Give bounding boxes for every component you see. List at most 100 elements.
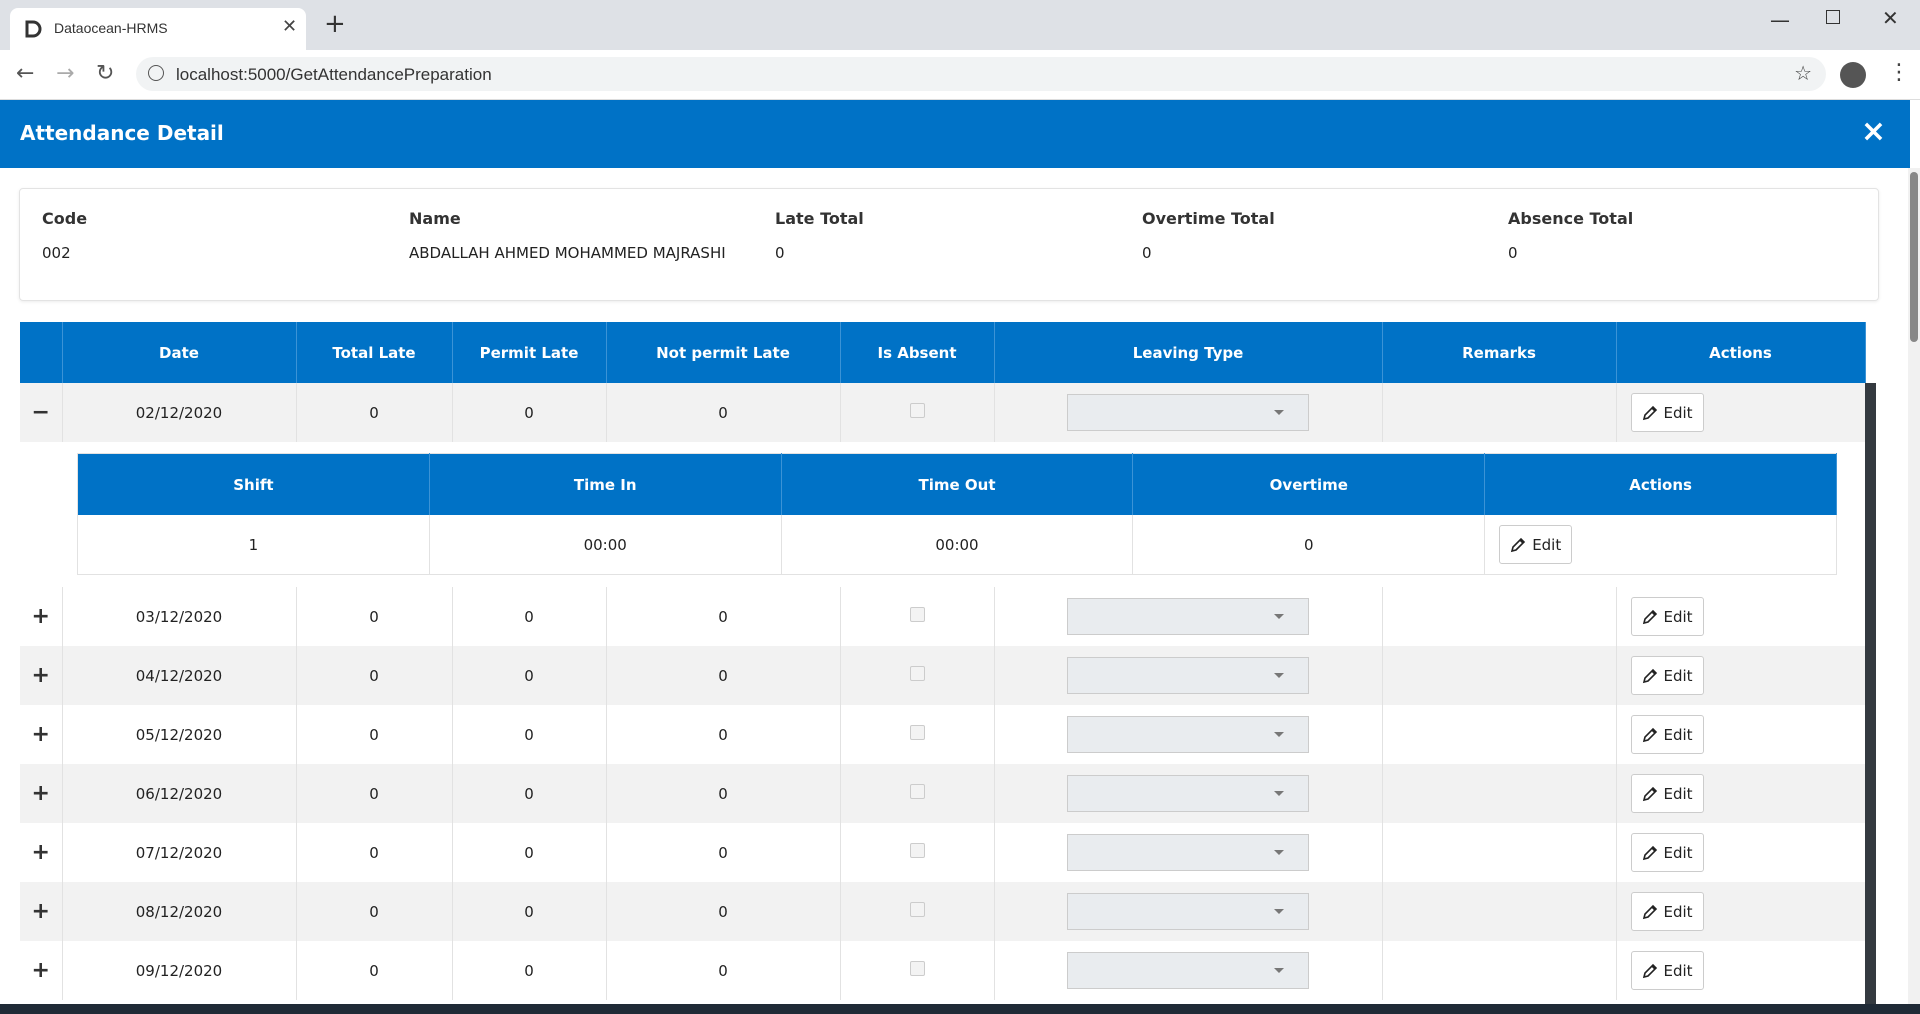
expander[interactable]: + <box>20 646 63 705</box>
edit-button[interactable]: Edit <box>1630 393 1704 432</box>
table-body: −02/12/2020 0 0 0 Edit Shift Time In Time Out Ov… <box>20 383 1866 1000</box>
edit-button[interactable]: Edit <box>1499 525 1573 564</box>
cell: 02/12/2020 <box>62 383 297 442</box>
expander[interactable]: + <box>20 705 63 764</box>
profile[interactable] <box>1840 62 1866 88</box>
menu[interactable]: ⋮ <box>1888 60 1910 85</box>
absent-cell <box>840 646 995 705</box>
checkbox[interactable] <box>909 607 925 622</box>
tab-close[interactable]: ✕ <box>282 16 298 37</box>
leaving-select[interactable] <box>1066 394 1309 431</box>
scroll-thumb[interactable] <box>1910 172 1918 342</box>
table-head: Date Total Late Permit Late Not permit Late… <box>20 322 1866 383</box>
checkbox[interactable] <box>909 902 925 917</box>
edit-button[interactable]: Edit <box>1630 656 1704 695</box>
edit-button[interactable]: Edit <box>1630 597 1704 636</box>
expander[interactable]: + <box>20 882 63 941</box>
expander[interactable]: + <box>20 587 63 646</box>
row: +07/12/2020 0 0 0 Edit <box>20 823 1866 882</box>
field-value: 002 <box>42 244 71 262</box>
edit-button[interactable]: Edit <box>1630 774 1704 813</box>
edit-button[interactable]: Edit <box>1630 833 1704 872</box>
detail-row: Shift Time In Time Out Overtime Actions 1 00:0… <box>20 442 1865 587</box>
header-row: Date Total Late Permit Late Not permit Late… <box>20 322 1866 383</box>
info-icon <box>148 65 164 81</box>
actions-cell: Edit <box>1616 646 1866 705</box>
bookmark-star[interactable]: ☆ <box>1794 61 1812 85</box>
checkbox[interactable] <box>909 843 925 858</box>
leaving-select[interactable] <box>1066 952 1309 989</box>
leaving-select[interactable] <box>1066 716 1309 753</box>
maximize[interactable] <box>1826 10 1840 24</box>
remarks-cell <box>1382 587 1617 646</box>
field-label: Name <box>409 209 461 228</box>
new-tab[interactable]: + <box>324 9 346 39</box>
expander[interactable]: + <box>20 823 63 882</box>
remarks-cell <box>1382 646 1617 705</box>
shift-header-cell: Overtime <box>1132 453 1486 515</box>
checkbox[interactable] <box>909 961 925 976</box>
checkbox[interactable] <box>909 725 925 740</box>
shift-actions-cell: Edit <box>1484 515 1837 575</box>
omnibox[interactable]: localhost:5000/GetAttendancePreparation … <box>136 57 1826 91</box>
absent-cell <box>840 882 995 941</box>
shift-table: Shift Time In Time Out Overtime Actions 1 00:0… <box>77 453 1837 575</box>
cell: 0 <box>296 646 453 705</box>
remarks-cell <box>1382 383 1617 442</box>
pencil-icon <box>1642 786 1657 801</box>
leaving-select[interactable] <box>1066 657 1309 694</box>
back[interactable]: ← <box>16 61 35 86</box>
edit-label: Edit <box>1663 902 1693 921</box>
window-close[interactable]: ✕ <box>1882 6 1899 30</box>
pencil-icon <box>1642 904 1657 919</box>
edit-label: Edit <box>1663 666 1693 685</box>
cell: 0 <box>296 882 453 941</box>
leaving-cell <box>994 764 1383 823</box>
expander[interactable]: + <box>20 941 63 1000</box>
scrollbar <box>1908 168 1920 1014</box>
leaving-select[interactable] <box>1066 775 1309 812</box>
header-cell: Leaving Type <box>994 322 1383 383</box>
checkbox[interactable] <box>909 666 925 681</box>
shift-cell: 00:00 <box>781 515 1134 575</box>
remarks-cell <box>1382 941 1617 1000</box>
reload[interactable]: ↻ <box>96 61 115 86</box>
pencil-icon <box>1642 727 1657 742</box>
field-label: Overtime Total <box>1142 209 1275 228</box>
forward[interactable]: → <box>56 61 75 86</box>
actions-cell: Edit <box>1616 764 1866 823</box>
pencil-icon <box>1642 405 1657 420</box>
edit-button[interactable]: Edit <box>1630 715 1704 754</box>
leaving-cell <box>994 823 1383 882</box>
shift-header-cell: Time In <box>429 453 782 515</box>
edit-label: Edit <box>1663 784 1693 803</box>
shift-cell: 0 <box>1132 515 1486 575</box>
cell: 0 <box>606 941 841 1000</box>
shift-cell: 1 <box>77 515 430 575</box>
tab[interactable]: Dataocean-HRMS ✕ <box>10 8 306 50</box>
checkbox[interactable] <box>909 403 925 418</box>
leaving-select[interactable] <box>1066 598 1309 635</box>
shift-row: 1 00:00 00:00 0 Edit <box>77 515 1837 575</box>
minimize[interactable]: — <box>1770 8 1790 32</box>
remarks-cell <box>1382 882 1617 941</box>
leaving-cell <box>994 705 1383 764</box>
leaving-cell <box>994 941 1383 1000</box>
cell: 0 <box>606 705 841 764</box>
header-cell: Total Late <box>296 322 453 383</box>
expander[interactable]: + <box>20 764 63 823</box>
expander[interactable]: − <box>20 383 63 442</box>
address-bar: ← → ↻ localhost:5000/GetAttendancePrepar… <box>0 50 1920 100</box>
leaving-select[interactable] <box>1066 893 1309 930</box>
url: localhost:5000/GetAttendancePreparation <box>176 65 492 84</box>
leaving-select[interactable] <box>1066 834 1309 871</box>
edit-button[interactable]: Edit <box>1630 892 1704 931</box>
checkbox[interactable] <box>909 784 925 799</box>
row: +05/12/2020 0 0 0 Edit <box>20 705 1866 764</box>
header-cell: Remarks <box>1382 322 1617 383</box>
row: +04/12/2020 0 0 0 Edit <box>20 646 1866 705</box>
modal-close[interactable]: × <box>1860 114 1886 149</box>
edit-button[interactable]: Edit <box>1630 951 1704 990</box>
cell: 06/12/2020 <box>62 764 297 823</box>
detail-wrap: Shift Time In Time Out Overtime Actions 1 00:0… <box>20 442 1865 587</box>
